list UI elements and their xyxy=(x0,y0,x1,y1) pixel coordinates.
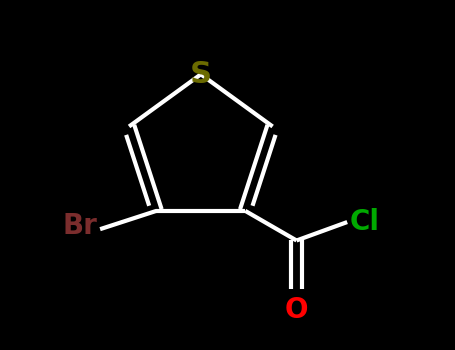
Text: Br: Br xyxy=(62,212,97,240)
Text: S: S xyxy=(190,60,212,89)
Text: O: O xyxy=(285,296,308,324)
Text: Cl: Cl xyxy=(350,208,380,236)
